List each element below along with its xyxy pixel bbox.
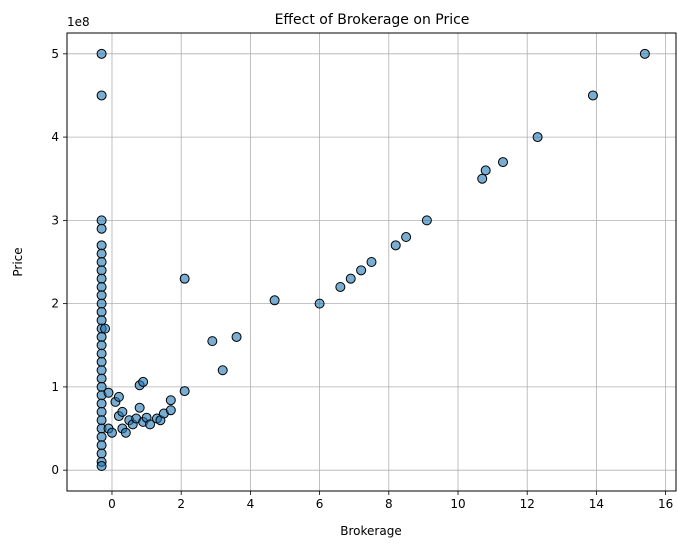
data-point <box>96 373 107 384</box>
data-point <box>120 427 131 438</box>
data-point <box>117 406 128 417</box>
data-point <box>96 215 107 226</box>
data-point <box>96 348 107 359</box>
data-point <box>497 157 508 168</box>
data-point <box>96 290 107 301</box>
x-axis-ticks: 0 2 4 6 8 10 12 14 16 <box>108 491 673 511</box>
y-tick-label: 4 <box>51 130 59 144</box>
x-tick-label: 2 <box>177 497 185 511</box>
data-point <box>96 281 107 292</box>
data-point <box>165 395 176 406</box>
x-tick-label: 14 <box>589 497 604 511</box>
data-point <box>96 48 107 59</box>
data-point <box>639 48 650 59</box>
data-point <box>335 281 346 292</box>
x-tick-label: 8 <box>385 497 393 511</box>
x-tick-label: 4 <box>247 497 255 511</box>
y-tick-label: 1 <box>51 380 59 394</box>
data-point <box>96 306 107 317</box>
x-tick-label: 16 <box>658 497 673 511</box>
data-point <box>401 232 412 243</box>
data-point <box>96 415 107 426</box>
data-point <box>96 223 107 234</box>
x-tick-label: 0 <box>108 497 116 511</box>
data-point <box>134 402 145 413</box>
data-point <box>103 387 114 398</box>
x-tick-label: 10 <box>450 497 465 511</box>
data-point <box>96 315 107 326</box>
data-point <box>96 298 107 309</box>
data-point <box>165 405 176 416</box>
data-point <box>96 90 107 101</box>
plot-frame <box>66 32 677 492</box>
x-tick-label: 12 <box>520 497 535 511</box>
data-point <box>145 419 156 430</box>
y-axis-ticks: 0 1 2 3 4 5 <box>51 47 67 477</box>
data-point <box>100 323 111 334</box>
data-point <box>231 331 242 342</box>
grid-lines <box>67 33 676 491</box>
data-point <box>96 248 107 259</box>
data-point <box>179 386 190 397</box>
data-point <box>96 448 107 459</box>
data-point <box>390 240 401 251</box>
chart-title: Effect of Brokerage on Price <box>275 12 470 28</box>
data-point <box>480 165 491 176</box>
y-tick-label: 3 <box>51 213 59 227</box>
data-point <box>96 461 107 472</box>
data-point <box>179 273 190 284</box>
data-point <box>96 273 107 284</box>
data-point <box>269 295 280 306</box>
data-point <box>477 173 488 184</box>
data-points <box>96 48 650 472</box>
data-point <box>113 391 124 402</box>
data-point <box>96 257 107 267</box>
data-point <box>587 90 598 101</box>
data-point <box>96 340 107 351</box>
data-point <box>96 406 107 417</box>
y-tick-label: 0 <box>51 463 59 477</box>
data-point <box>96 265 107 276</box>
x-axis-label: Brokerage <box>340 524 401 538</box>
data-point <box>96 331 107 342</box>
data-point <box>96 398 107 409</box>
data-point <box>96 440 107 451</box>
data-point <box>96 356 107 367</box>
data-point <box>532 132 543 143</box>
data-point <box>106 427 117 438</box>
data-point <box>96 365 107 376</box>
data-point <box>96 240 107 251</box>
data-point <box>356 265 367 276</box>
data-point <box>421 215 432 226</box>
x-tick-label: 6 <box>316 497 324 511</box>
y-tick-label: 2 <box>51 297 59 311</box>
data-point <box>207 336 218 347</box>
y-tick-label: 5 <box>51 47 59 61</box>
data-point <box>366 257 377 267</box>
data-point <box>314 298 325 309</box>
data-point <box>345 273 356 284</box>
data-point <box>138 376 149 387</box>
data-point <box>217 365 228 376</box>
y-offset-label: 1e8 <box>67 15 90 29</box>
data-point <box>96 431 107 442</box>
y-axis-label: Price <box>11 247 25 276</box>
